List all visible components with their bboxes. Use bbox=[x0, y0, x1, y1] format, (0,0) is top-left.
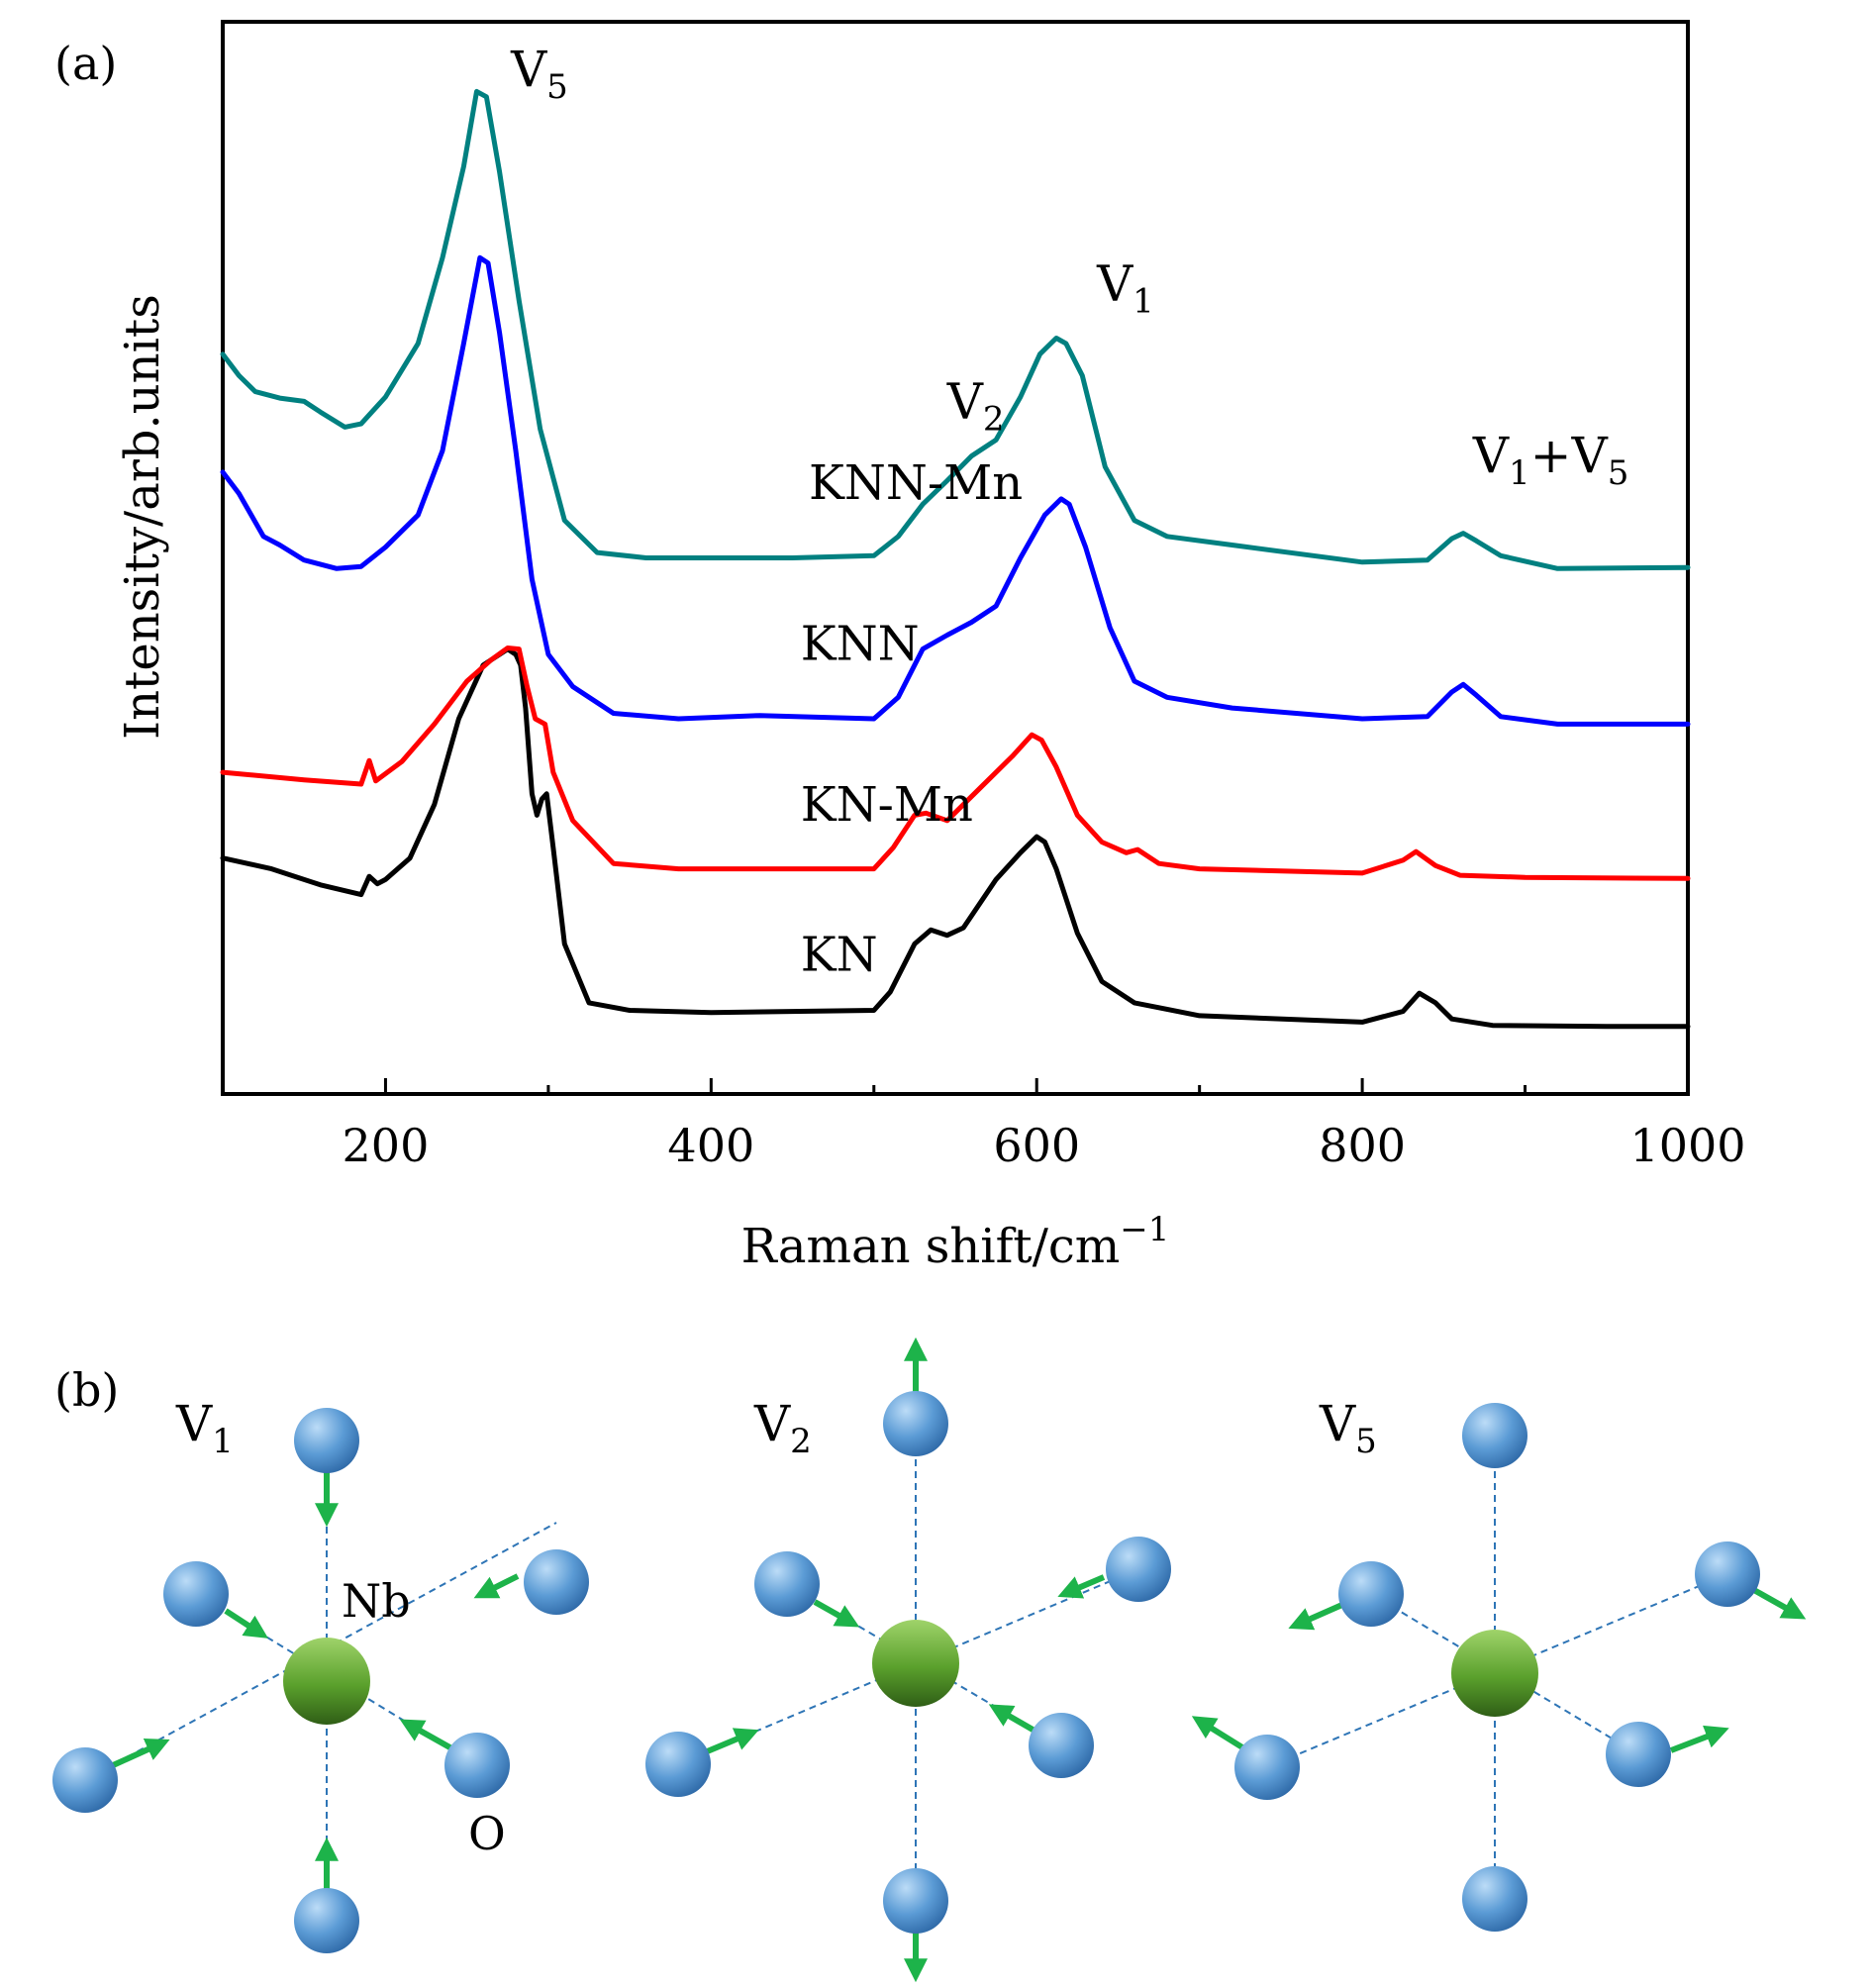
mode-v5-title: V5 bbox=[1319, 1395, 1377, 1461]
x-axis-title: Raman shift/cm−1 bbox=[741, 1210, 1170, 1274]
oxygen-atom bbox=[1606, 1722, 1671, 1787]
series-label-kn-mn: KN-Mn bbox=[801, 777, 973, 833]
plot-frame bbox=[221, 20, 1690, 1096]
oxygen-atom bbox=[444, 1733, 510, 1798]
oxygen-atom bbox=[1462, 1866, 1527, 1932]
arrow bbox=[1191, 1716, 1244, 1750]
arrow bbox=[813, 1599, 860, 1628]
oxygen-atom bbox=[1462, 1403, 1527, 1468]
panel-a: (a) 200 400 600 800 1000 KNN-Mn KNN KN-Mn KN V5… bbox=[54, 20, 1746, 1274]
series-layer bbox=[220, 88, 1691, 1030]
mode-v1-title-main: V bbox=[175, 1395, 213, 1452]
oxygen-atom bbox=[294, 1888, 359, 1953]
peak-label: V5 bbox=[510, 41, 568, 107]
mode-v2-diagram: V2 bbox=[645, 1337, 1171, 1983]
series-line-kn bbox=[220, 646, 1691, 1030]
arrow bbox=[109, 1738, 170, 1769]
mode-v5-title-sub: 5 bbox=[1355, 1422, 1377, 1461]
oxygen-atom bbox=[524, 1549, 589, 1615]
niobium-atom bbox=[872, 1620, 959, 1707]
niobium-atom bbox=[1451, 1630, 1538, 1717]
arrow bbox=[1669, 1725, 1729, 1753]
series-line-knn-mn bbox=[220, 88, 1691, 571]
oxygen-atom bbox=[645, 1732, 711, 1797]
mode-v2-title-main: V bbox=[753, 1395, 791, 1452]
niobium-atom bbox=[283, 1638, 370, 1725]
series-label-kn: KN bbox=[801, 927, 878, 982]
x-tick-label: 400 bbox=[667, 1119, 754, 1172]
oxygen-atom bbox=[163, 1561, 229, 1627]
panel-b: (b) V1 bbox=[52, 1337, 1807, 1983]
oxygen-atom bbox=[1338, 1561, 1404, 1627]
mode-v2-title-sub: 2 bbox=[790, 1422, 812, 1461]
oxygen-atom bbox=[1695, 1541, 1760, 1607]
x-axis-title-sup: −1 bbox=[1120, 1210, 1169, 1249]
x-tick-label: 1000 bbox=[1629, 1119, 1745, 1172]
arrow bbox=[1288, 1601, 1346, 1631]
mode-v5-diagram: V5 bbox=[1191, 1395, 1807, 1932]
niobium-label: Nb bbox=[342, 1574, 411, 1628]
series-label-knn: KNN bbox=[801, 616, 920, 671]
series-label-layer: KNN-Mn KNN KN-Mn KN bbox=[801, 455, 1023, 983]
oxygen-atom bbox=[883, 1391, 948, 1456]
arrow bbox=[399, 1719, 455, 1752]
oxygen-label: O bbox=[468, 1807, 506, 1860]
peak-label: V2 bbox=[946, 373, 1005, 440]
oxygen-atom bbox=[883, 1868, 948, 1934]
x-tick-label: 600 bbox=[993, 1119, 1080, 1172]
arrow bbox=[988, 1704, 1036, 1734]
mode-v1-title-sub: 1 bbox=[212, 1422, 234, 1461]
arrow bbox=[224, 1608, 269, 1639]
x-axis-title-main: Raman shift/cm bbox=[741, 1219, 1121, 1274]
y-axis-title: Intensity/arb.units bbox=[115, 294, 170, 740]
oxygen-atom bbox=[1234, 1735, 1300, 1800]
arrow bbox=[703, 1728, 759, 1755]
x-tick-label: 200 bbox=[343, 1119, 430, 1172]
mode-v1-arrows bbox=[109, 1468, 520, 1893]
plot-area: 200 400 600 800 1000 KNN-Mn KNN KN-Mn KN V5 V2 V1… bbox=[220, 20, 1746, 1172]
oxygen-atom bbox=[1029, 1713, 1094, 1778]
oxygen-atom bbox=[1106, 1537, 1171, 1602]
oxygen-atom bbox=[754, 1551, 820, 1617]
oxygen-atom bbox=[52, 1747, 118, 1813]
arrow bbox=[1057, 1574, 1106, 1599]
panel-a-label: (a) bbox=[54, 37, 117, 90]
mode-v1-title: V1 bbox=[175, 1395, 234, 1461]
peak-label: V1 bbox=[1096, 255, 1154, 322]
arrow bbox=[473, 1573, 520, 1599]
peak-label: V1+V5 bbox=[1472, 427, 1628, 493]
mode-v2-arrows bbox=[703, 1337, 1106, 1983]
mode-v1-diagram: V1 Nb O bbox=[52, 1395, 589, 1953]
ticks-layer: 200 400 600 800 1000 bbox=[343, 1078, 1746, 1172]
series-line-kn-mn bbox=[220, 646, 1691, 881]
series-line-knn bbox=[220, 254, 1691, 727]
x-tick-label: 800 bbox=[1319, 1119, 1406, 1172]
series-label-knn-mn: KNN-Mn bbox=[809, 455, 1023, 511]
arrow bbox=[1750, 1586, 1807, 1620]
oxygen-atom bbox=[294, 1408, 359, 1473]
mode-v2-title: V2 bbox=[753, 1395, 812, 1461]
panel-b-label: (b) bbox=[54, 1363, 119, 1417]
peak-label-layer: V5 V2 V1 V1+V5 bbox=[510, 41, 1628, 493]
mode-v5-arrows bbox=[1191, 1586, 1807, 1753]
mode-v5-title-main: V bbox=[1319, 1395, 1356, 1452]
